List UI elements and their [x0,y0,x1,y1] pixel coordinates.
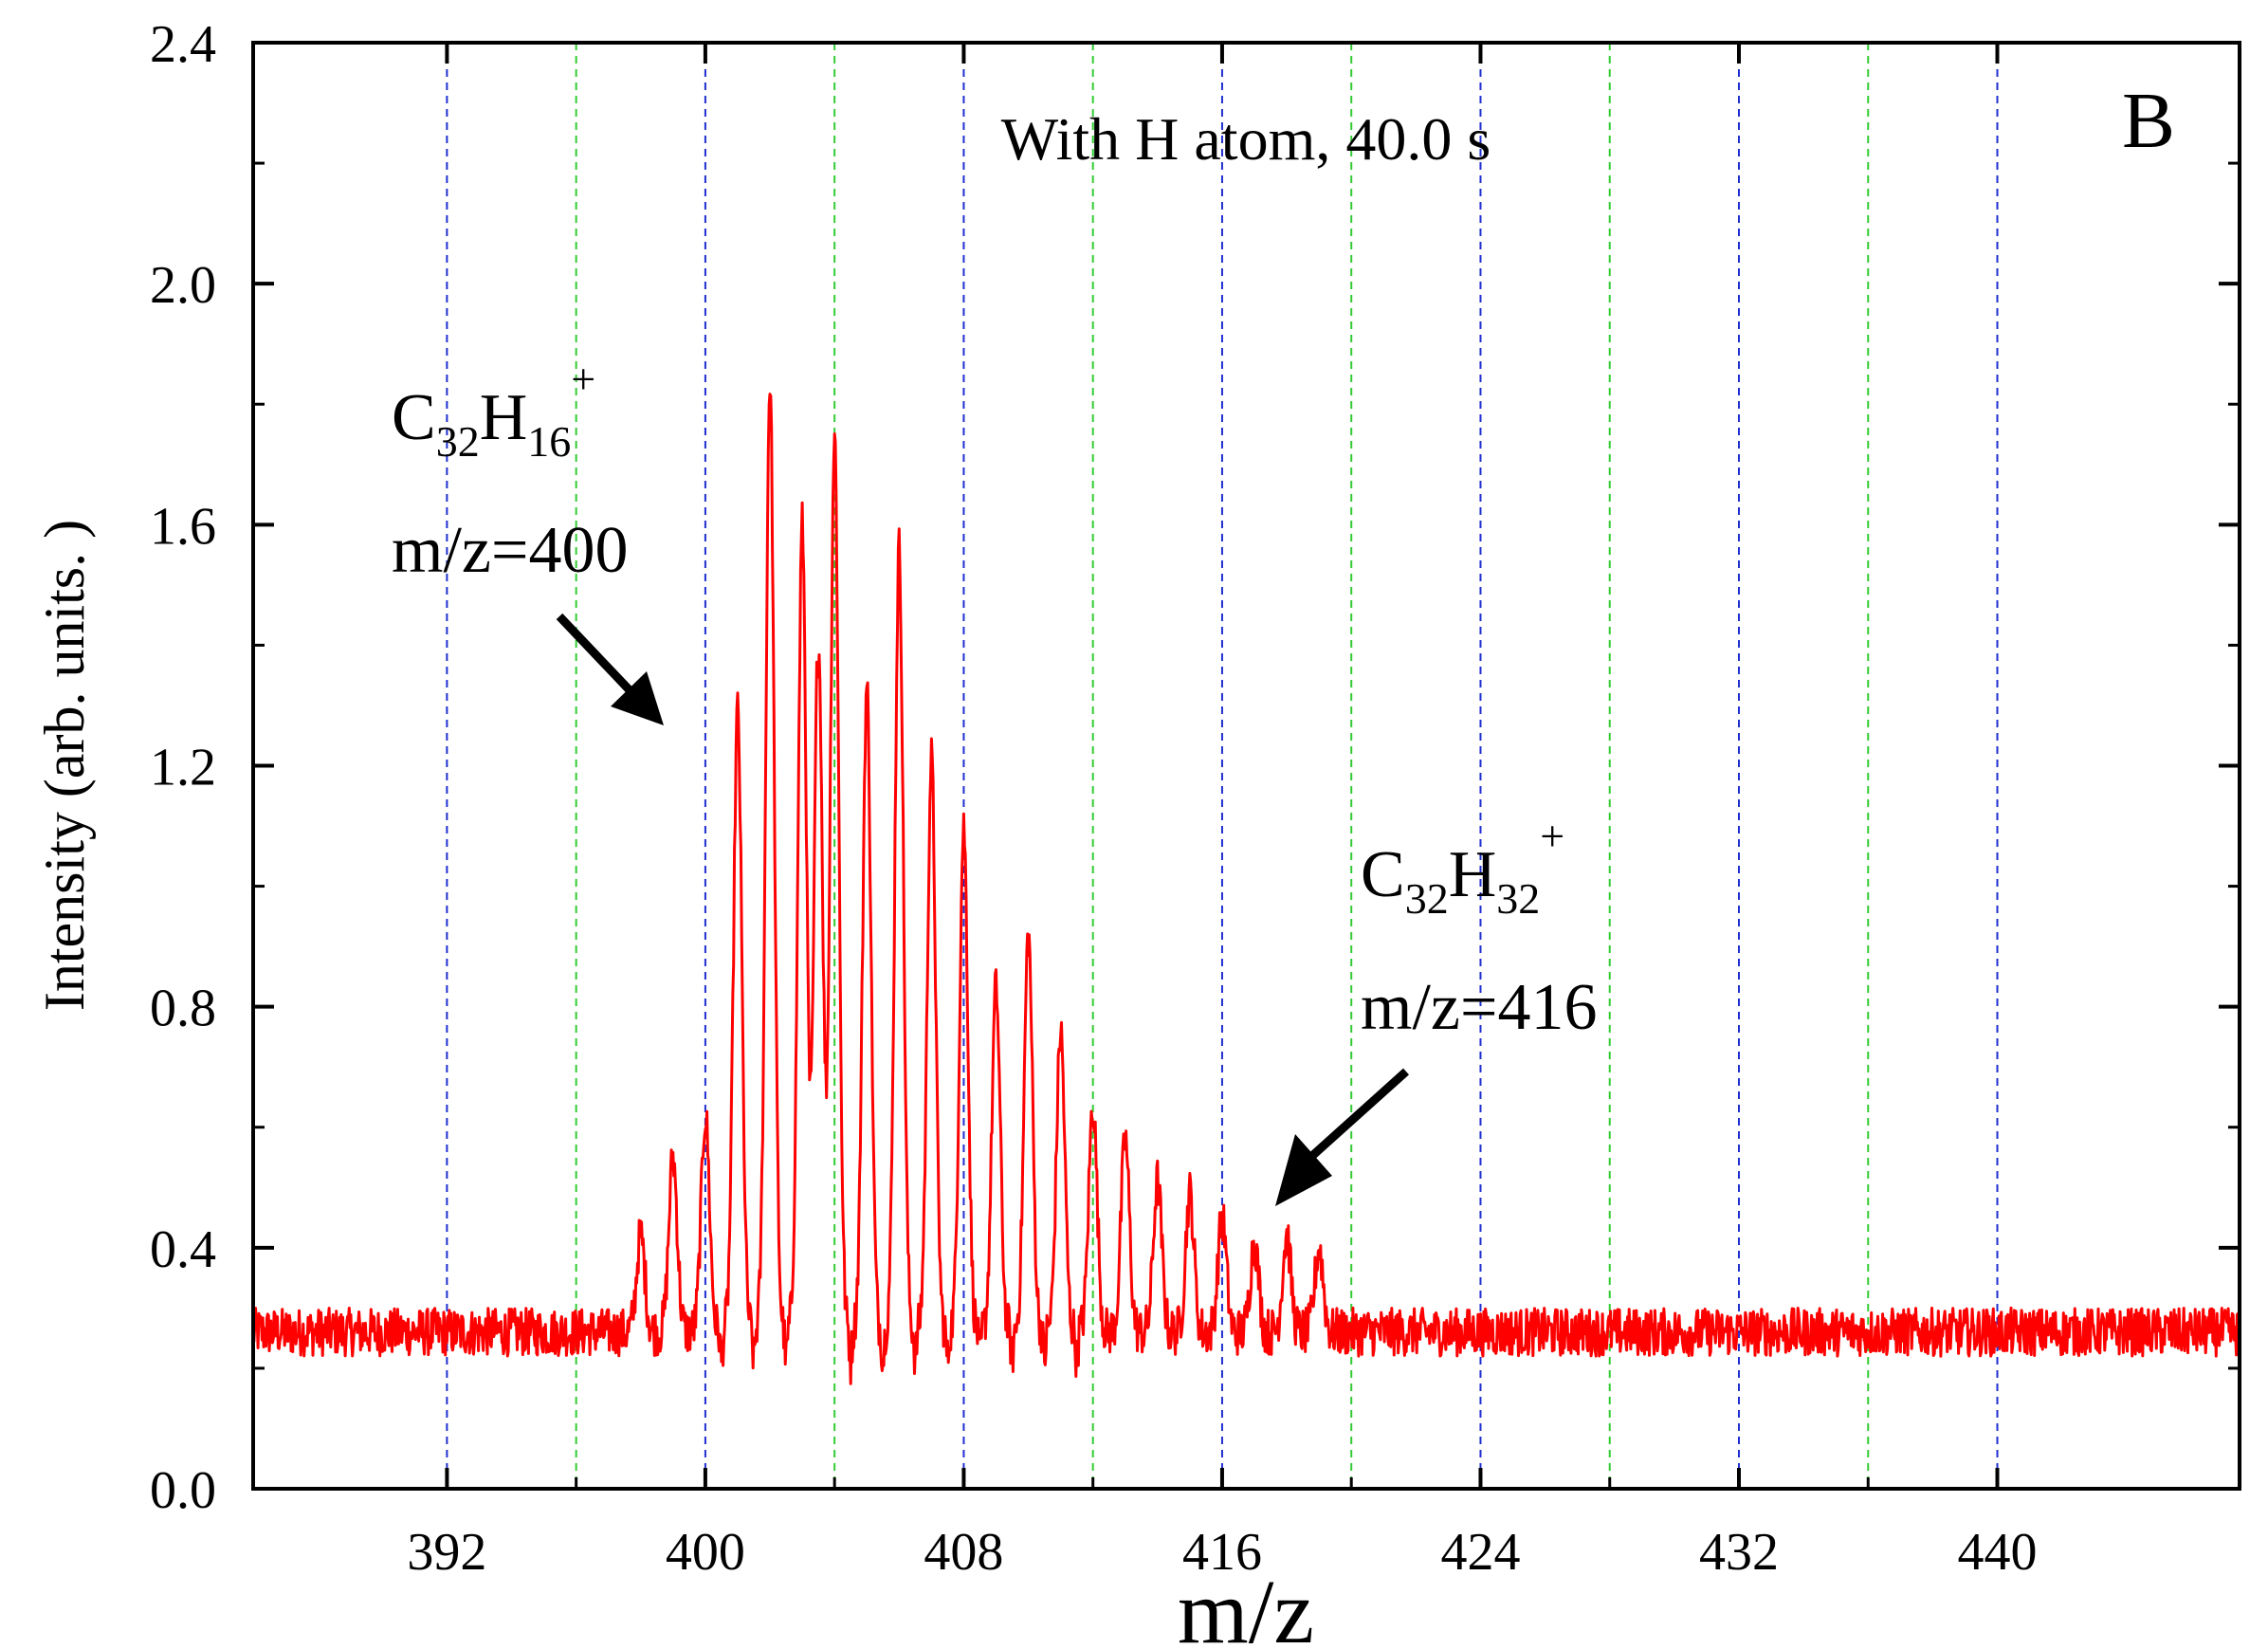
y-tick-label-3: 1.2 [150,739,216,797]
gridlines [446,43,1999,1489]
axis-ticks [253,41,2240,1491]
x-tick-label-440: 440 [1958,1523,2038,1582]
series-layer [253,393,2240,1385]
y-tick-label-0: 0.0 [150,1461,216,1520]
y-tick-label-4: 1.6 [150,497,216,556]
y-tick-label-2: 0.8 [150,980,216,1038]
x-tick-label-432: 432 [1699,1523,1779,1582]
panel-label: B [2122,77,2175,165]
annotation-c32h16-arrow-head [611,671,664,725]
annotation-c32h32-arrow-shaft [1309,1068,1410,1159]
series-line-spectrum [253,393,2240,1385]
x-tick-label-416: 416 [1182,1523,1262,1582]
y-axis-label: Intensity (arb. units. ) [33,520,96,1011]
annotation-c32h32-mass: m/z=416 [1361,971,1597,1044]
x-tick-label-424: 424 [1440,1523,1520,1582]
axis-tick-labels: 392 400 408 416 424 432 440 0.0 0.4 0.8 1.2 1.6 2.0 2… [150,15,2038,1582]
x-tick-label-400: 400 [666,1523,745,1582]
annotation-c32h32-arrow-head [1275,1134,1332,1206]
annotation-c32h32-formula: C32H32+ [1361,812,1564,923]
annotation-c32h16-mass: m/z=400 [392,514,628,587]
annotation-c32h16: C32H16+ m/z=400 [392,355,664,725]
chart-title: With H atom, 40.0 s [1001,105,1491,173]
y-tick-label-6: 2.4 [150,15,216,74]
x-tick-label-408: 408 [924,1523,1003,1582]
annotation-c32h16-arrow-shaft [556,613,635,696]
annotation-c32h32: C32H32+ m/z=416 [1275,812,1597,1206]
y-tick-label-1: 0.4 [150,1220,216,1279]
annotation-c32h16-formula: C32H16+ [392,355,595,466]
x-axis-label: m/z [1178,1561,1314,1649]
x-tick-label-392: 392 [407,1523,486,1582]
y-tick-label-5: 2.0 [150,256,216,315]
